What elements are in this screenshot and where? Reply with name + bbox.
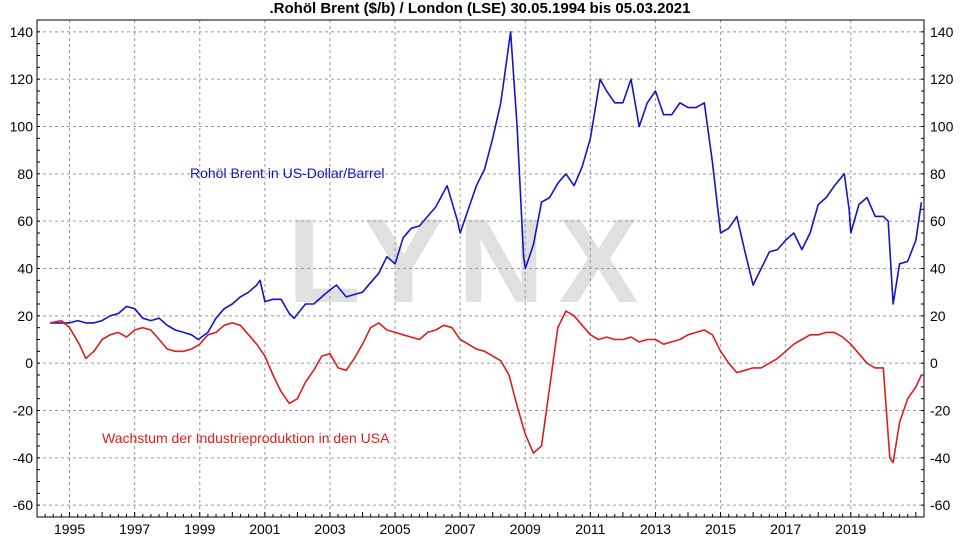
y-tick-label-right: 100 bbox=[930, 119, 954, 135]
y-tick-label-right: 40 bbox=[930, 261, 946, 277]
x-tick-label: 2007 bbox=[445, 521, 476, 537]
x-tick-label: 2013 bbox=[640, 521, 671, 537]
y-tick-label-right: 20 bbox=[930, 308, 946, 324]
y-axis-right: -60 -40 -20 0 20 40 60 80 100 120 140 bbox=[921, 19, 954, 518]
y-tick-label-left: 140 bbox=[10, 24, 34, 40]
x-tick-label: 1997 bbox=[119, 521, 150, 537]
annotation-industrie: Wachstum der Industrieproduktion in den … bbox=[102, 430, 390, 446]
x-tick-label: 2003 bbox=[314, 521, 345, 537]
y-tick-label-left: -60 bbox=[13, 497, 33, 513]
y-tick-label-right: -20 bbox=[930, 403, 950, 419]
y-tick-label-left: -20 bbox=[13, 403, 33, 419]
chart-title: .Rohöl Brent ($/b) / London (LSE) 30.05.… bbox=[269, 0, 691, 17]
series-line-brent bbox=[50, 31, 923, 341]
annotation-brent: Rohöl Brent in US-Dollar/Barrel bbox=[190, 165, 385, 181]
x-tick-label: 2019 bbox=[835, 521, 866, 537]
x-axis: 1995 1997 1999 2001 2003 2005 2007 2009 2011 2013… bbox=[36, 512, 917, 537]
y-tick-label-right: 80 bbox=[930, 166, 946, 182]
y-tick-label-left: 0 bbox=[25, 355, 33, 371]
x-tick-label: 2009 bbox=[510, 521, 541, 537]
y-tick-label-right: 120 bbox=[930, 71, 954, 87]
series-lines bbox=[49, 31, 923, 464]
series-line-industrie bbox=[49, 310, 923, 464]
x-tick-label: 2005 bbox=[379, 521, 410, 537]
y-tick-label-left: 60 bbox=[17, 213, 33, 229]
x-tick-label: 2017 bbox=[770, 521, 801, 537]
y-tick-label-right: -40 bbox=[930, 450, 950, 466]
y-tick-label-right: 140 bbox=[930, 24, 954, 40]
y-tick-label-left: 20 bbox=[17, 308, 33, 324]
x-tick-label: 1995 bbox=[54, 521, 85, 537]
y-tick-label-right: 0 bbox=[930, 355, 938, 371]
y-axis-left: -60 -40 -20 0 20 40 60 80 100 120 140 bbox=[10, 19, 40, 518]
watermark: LYNX bbox=[287, 194, 652, 328]
y-tick-label-left: 120 bbox=[10, 71, 34, 87]
y-tick-label-left: 80 bbox=[17, 166, 33, 182]
y-tick-label-right: -60 bbox=[930, 497, 950, 513]
y-tick-label-left: 40 bbox=[17, 261, 33, 277]
x-tick-label: 2001 bbox=[249, 521, 280, 537]
y-tick-label-left: -40 bbox=[13, 450, 33, 466]
x-tick-label: 2011 bbox=[575, 521, 605, 537]
x-tick-label: 2015 bbox=[705, 521, 736, 537]
y-tick-label-left: 100 bbox=[10, 119, 34, 135]
y-tick-label-right: 60 bbox=[930, 213, 946, 229]
x-tick-label: 1999 bbox=[184, 521, 215, 537]
